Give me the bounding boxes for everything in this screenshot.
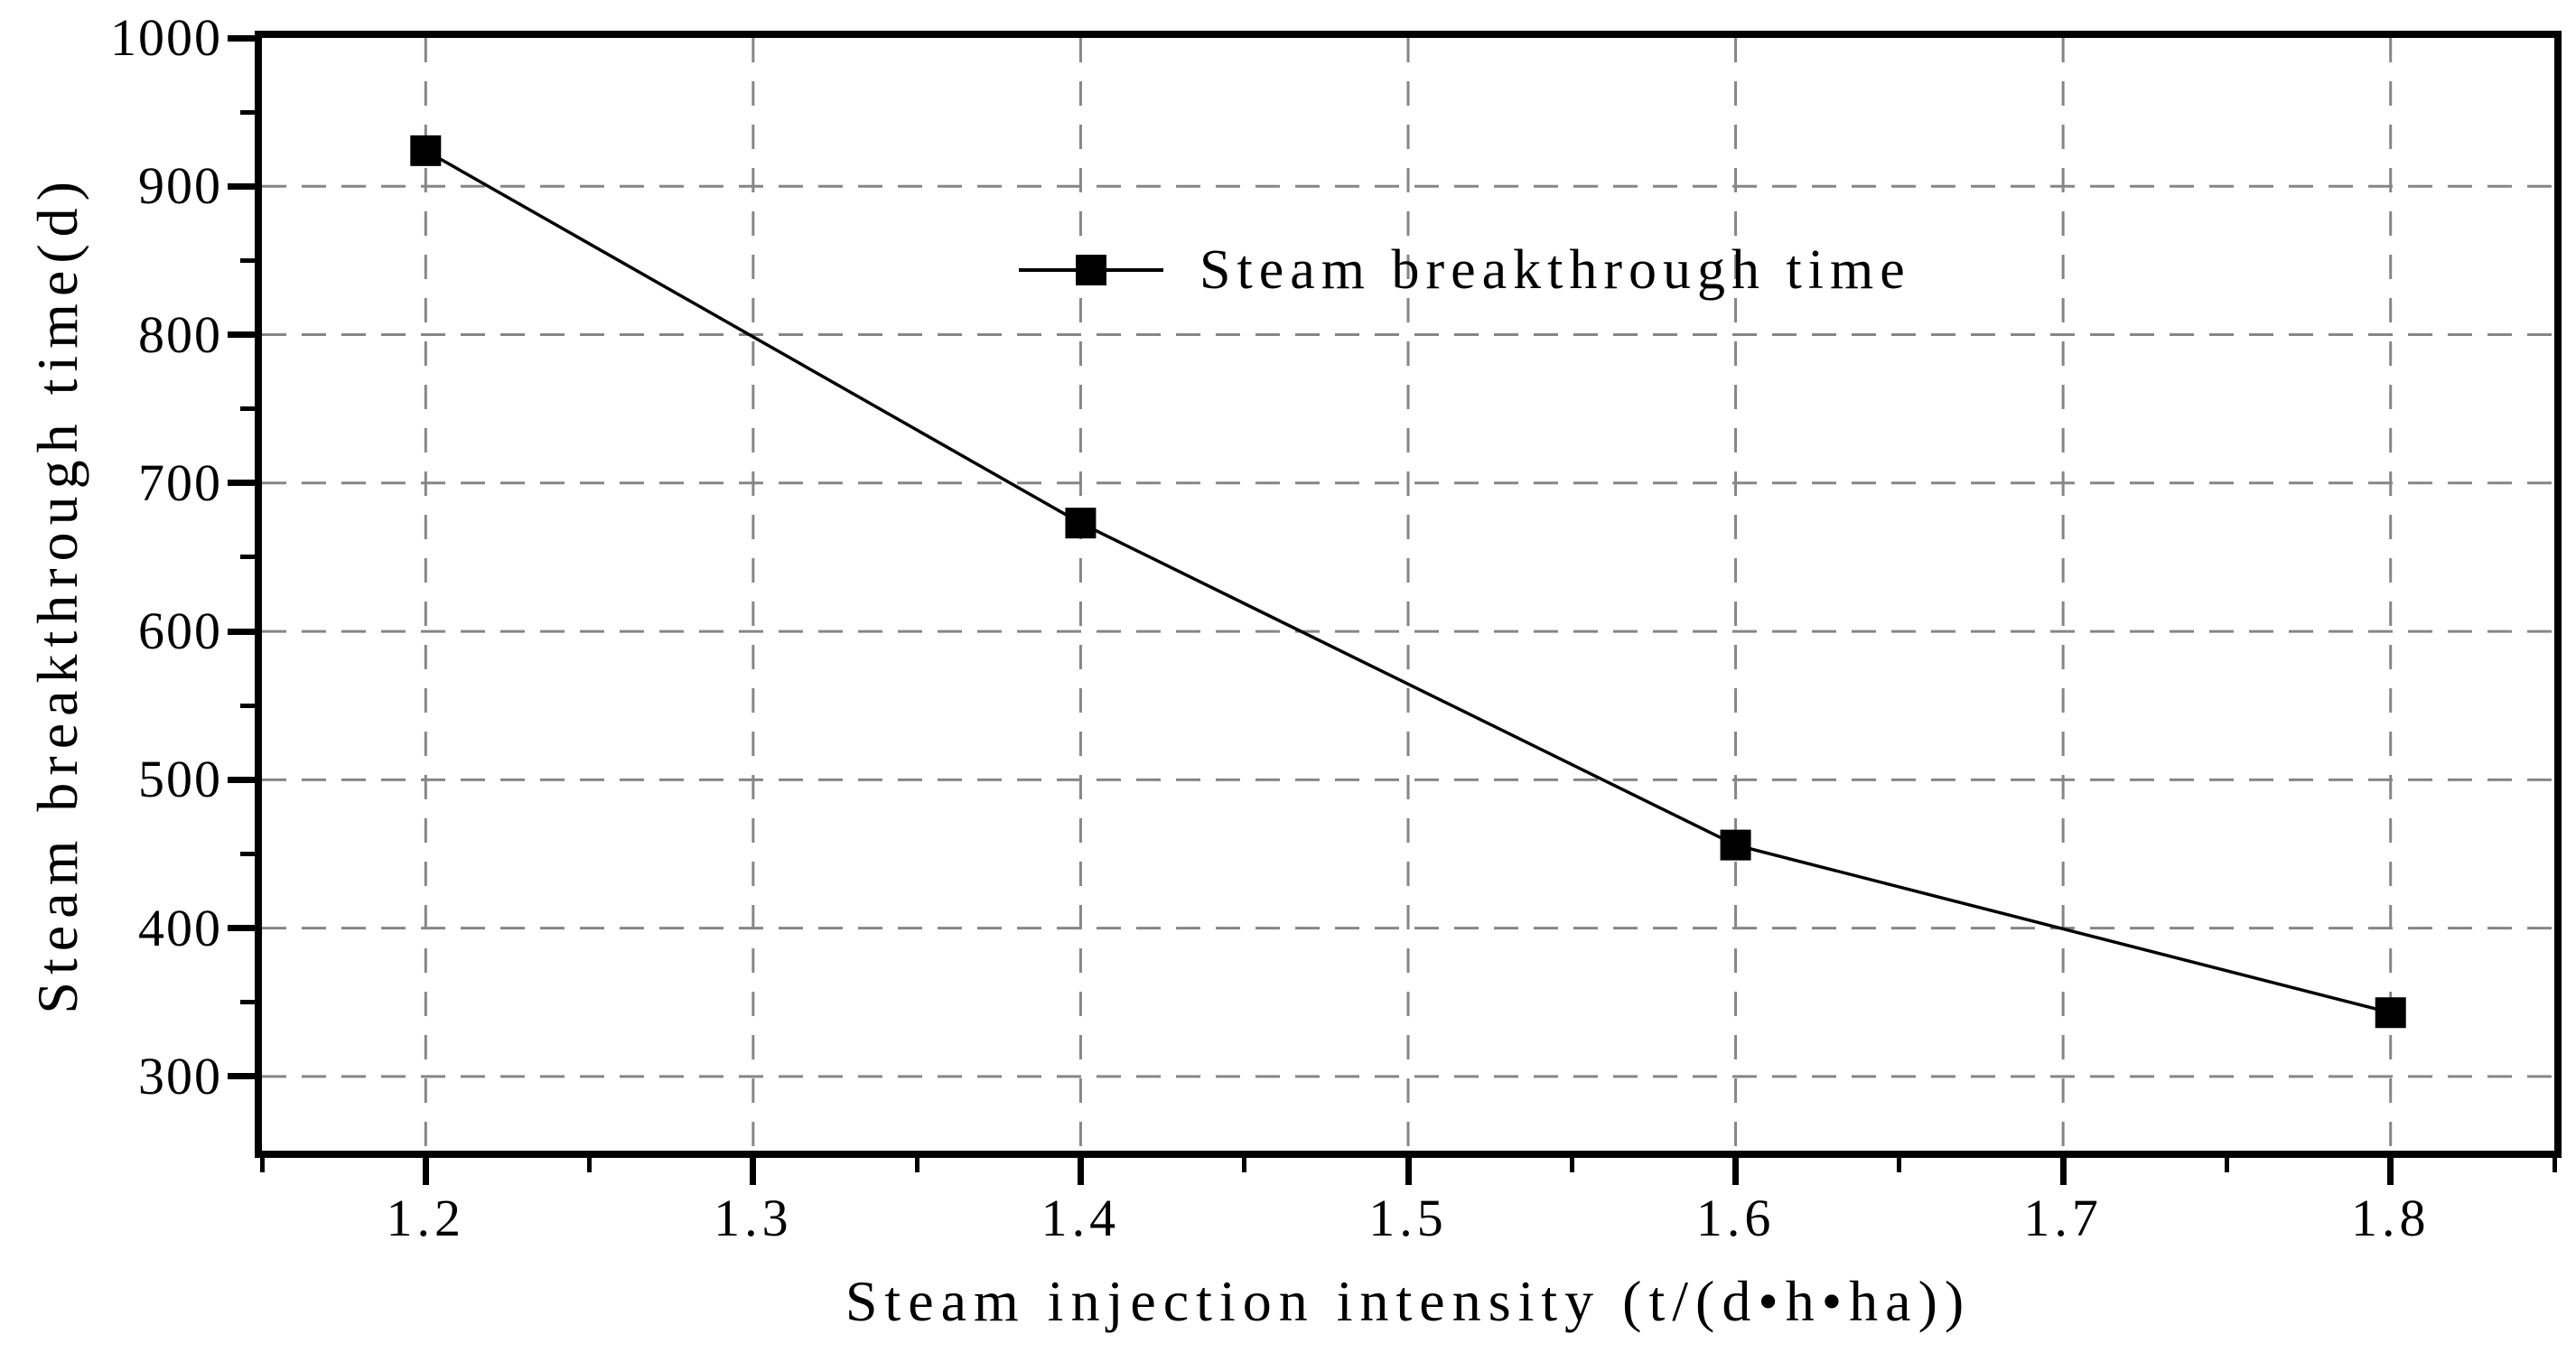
x-major-tick	[750, 1158, 757, 1185]
x-tick-label: 1.6	[1695, 1189, 1776, 1247]
y-tick-label: 600	[138, 602, 222, 661]
plot-canvas	[262, 38, 2554, 1151]
series-line	[425, 149, 2392, 1014]
plot-area	[255, 31, 2562, 1158]
x-tick-label: 1.4	[1041, 1189, 1121, 1247]
x-major-tick	[2059, 1158, 2067, 1185]
y-major-tick	[228, 776, 255, 783]
y-tick-label: 500	[138, 750, 222, 809]
data-point-marker	[1720, 829, 1751, 861]
x-major-tick	[2387, 1158, 2394, 1185]
x-axis-title: Steam injection intensity (t/(d•h•ha))	[845, 1269, 1972, 1333]
x-major-tick	[422, 1158, 429, 1185]
y-tick-label: 300	[138, 1046, 222, 1105]
y-major-tick	[228, 331, 255, 339]
y-major-tick	[228, 34, 255, 42]
x-minor-tick	[1897, 1158, 1902, 1172]
x-minor-tick	[1569, 1158, 1574, 1172]
y-minor-tick	[240, 406, 255, 412]
x-minor-tick	[2224, 1158, 2229, 1172]
legend: Steam breakthrough time	[1019, 237, 1911, 303]
y-minor-tick	[240, 1000, 255, 1005]
x-tick-label: 1.2	[386, 1189, 466, 1247]
y-major-tick	[228, 1073, 255, 1080]
y-major-tick	[228, 628, 255, 635]
y-major-tick	[228, 925, 255, 932]
data-point-marker	[2375, 997, 2406, 1029]
x-minor-tick	[259, 1158, 265, 1172]
y-tick-label: 400	[138, 898, 222, 957]
x-major-tick	[1732, 1158, 1740, 1185]
data-point-marker	[410, 135, 442, 166]
y-tick-label: 700	[138, 452, 222, 512]
x-minor-tick	[2552, 1158, 2557, 1172]
legend-label: Steam breakthrough time	[1199, 239, 1911, 301]
x-tick-label: 1.8	[2350, 1189, 2431, 1247]
y-minor-tick	[240, 555, 255, 560]
x-minor-tick	[1242, 1158, 1247, 1172]
legend-square-icon	[1076, 255, 1106, 285]
y-minor-tick	[240, 109, 255, 115]
data-point-marker	[1065, 508, 1097, 539]
x-minor-tick	[914, 1158, 919, 1172]
y-major-tick	[228, 480, 255, 487]
legend-marker-icon	[1019, 255, 1163, 285]
y-tick-label: 1000	[110, 8, 222, 67]
x-minor-tick	[587, 1158, 593, 1172]
x-major-tick	[1077, 1158, 1084, 1185]
y-minor-tick	[240, 703, 255, 708]
x-tick-label: 1.7	[2023, 1189, 2103, 1247]
x-major-tick	[1405, 1158, 1412, 1185]
y-axis-title: Steam breakthrough time(d)	[25, 174, 89, 1014]
y-tick-label: 800	[138, 304, 222, 364]
y-minor-tick	[240, 851, 255, 856]
x-tick-label: 1.3	[714, 1189, 793, 1247]
y-tick-label: 900	[138, 156, 222, 216]
y-minor-tick	[240, 257, 255, 263]
y-major-tick	[228, 182, 255, 190]
x-tick-label: 1.5	[1368, 1189, 1448, 1247]
